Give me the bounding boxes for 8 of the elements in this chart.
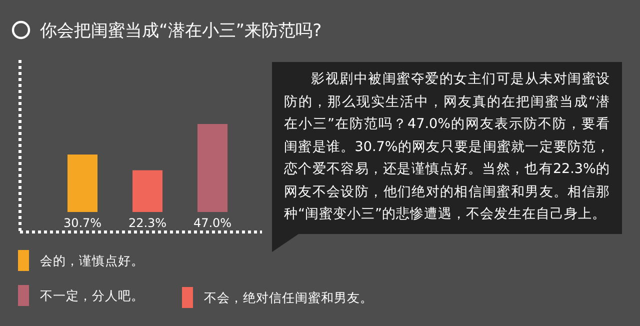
data-label: 30.7%	[63, 216, 102, 230]
data-label: 22.3%	[128, 216, 167, 230]
text: 影视剧中被闺蜜夺爱的女主们可是从未对闺蜜设防的，那么现实生活中，网友真的在把闺蜜当成“潜在小三”在防范吗？47.0%的网友表示防不防，要看闺蜜是谁。30.7%的网友只要是闺蜜就一定要防范，恋个爱不容易，还是谨慎点好。当然，也有22.3%的网友不会设防，他们绝对的相信闺蜜和男友。相信那种“闺蜜变小三”的悲惨遭遇，不会发生在自己身上。	[272, 62, 622, 234]
chart-title: 你会把闺蜜当成“潜在小三”来防范吗?	[39, 21, 322, 41]
text: 不一定，分人吧。	[40, 288, 144, 303]
text: 会的，谨慎点好。	[40, 253, 144, 268]
text: 不会，绝对信任闺蜜和男友。	[204, 290, 373, 305]
data-label: 47.0%	[193, 216, 232, 230]
